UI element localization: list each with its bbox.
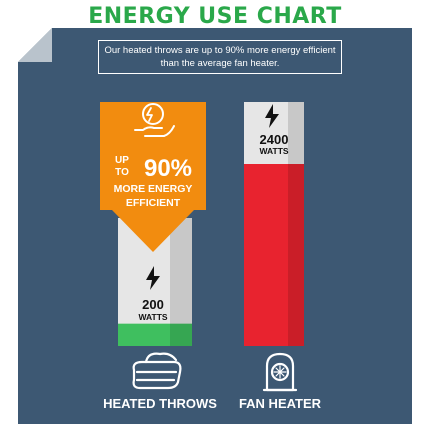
fan-heater-icon bbox=[262, 352, 298, 392]
callout-percentage: 90% bbox=[144, 155, 192, 182]
bar-heated-throws bbox=[118, 323, 192, 346]
bar-unit-label-heated-throws: WATTS bbox=[138, 312, 167, 322]
bar-value-label-heated-throws: 200 bbox=[142, 297, 164, 312]
bar-value-label-fan-heater: 2400 bbox=[260, 132, 289, 147]
category-label-heated-throws: HEATED THROWS bbox=[103, 396, 217, 411]
blanket-icon bbox=[132, 352, 182, 390]
chart-title: ENERGY USE CHART bbox=[88, 4, 342, 29]
callout-line-more-energy: MORE ENERGY bbox=[114, 183, 193, 195]
bar-shade-heated-throws bbox=[170, 218, 192, 346]
callout-to-text: TO bbox=[115, 167, 129, 178]
bar-group-fan-heater: 2400 WATTS bbox=[244, 102, 304, 346]
bar-unit-label-fan-heater: WATTS bbox=[259, 146, 288, 156]
bar-shade-fan-heater bbox=[288, 102, 304, 346]
lightning-bolt-icon bbox=[265, 104, 279, 128]
page-fold-corner bbox=[18, 28, 52, 62]
callout-line-efficient: EFFICIENT bbox=[126, 197, 181, 209]
chart-panel bbox=[18, 28, 412, 424]
category-label-fan-heater: FAN HEATER bbox=[238, 396, 322, 411]
chart-subtitle: Our heated throws are up to 90% more ene… bbox=[98, 40, 342, 74]
bar-fan-heater bbox=[244, 164, 304, 346]
lightning-bolt-icon bbox=[146, 266, 160, 290]
energy-saving-hand-icon bbox=[134, 103, 175, 137]
efficiency-callout: UP TO 90% MORE ENERGY EFFICIENT bbox=[100, 102, 206, 252]
callout-up-text: UP bbox=[115, 155, 129, 166]
callout-arrow bbox=[100, 102, 206, 252]
